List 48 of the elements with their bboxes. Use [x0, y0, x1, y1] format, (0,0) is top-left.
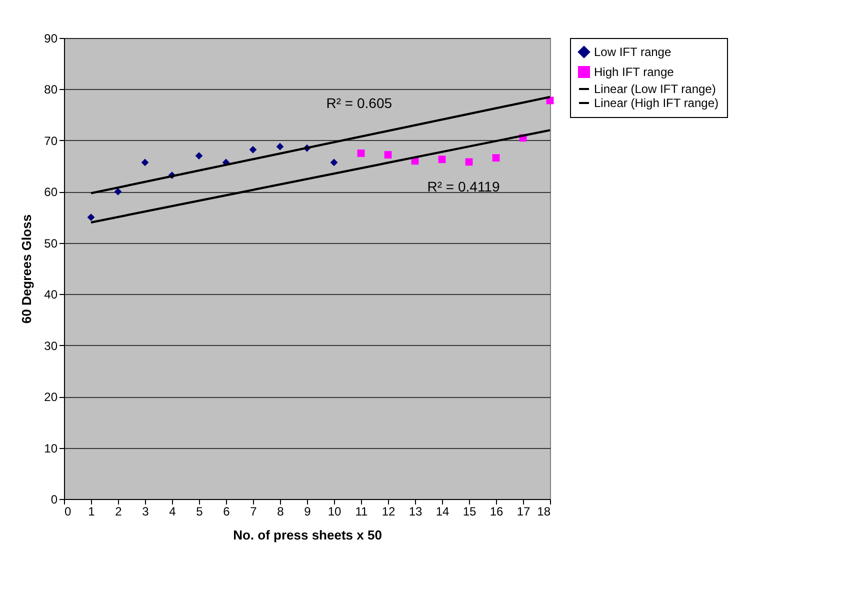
x-tick-label: 17	[516, 504, 530, 518]
point	[114, 188, 122, 196]
x-tick-label: 3	[142, 504, 150, 518]
x-tick-label: 16	[490, 504, 504, 518]
legend-label: Low IFT range	[594, 45, 672, 59]
point	[249, 146, 257, 154]
y-tick-label: 70	[44, 134, 58, 148]
annotation: R² = 0.4119	[427, 178, 500, 194]
legend-label: Linear (Low IFT range)	[594, 82, 716, 96]
legend-label: Linear (High IFT range)	[594, 96, 719, 110]
x-tick-label: 8	[277, 504, 284, 518]
point	[276, 142, 284, 150]
x-tick-label: 10	[328, 504, 342, 518]
point	[438, 156, 446, 164]
x-tick-label: 9	[304, 504, 312, 518]
y-tick-label: 30	[44, 338, 58, 353]
x-tick-label: 14	[436, 504, 450, 518]
x-axis-title: No. of press sheets x 50	[233, 528, 382, 542]
y-tick-label: 20	[44, 390, 58, 404]
annotation: R² = 0.605	[326, 95, 392, 112]
x-tick-label: 1	[88, 504, 96, 518]
point	[492, 154, 500, 162]
x-tick-label: 12	[382, 504, 396, 518]
x-tick-label: 5	[196, 504, 204, 518]
y-tick-label: 10	[44, 441, 58, 456]
y-tick-label: 0	[50, 492, 58, 506]
x-tick-label: 13	[408, 504, 422, 518]
point	[357, 150, 365, 157]
y-axis-title: 60 Degrees Gloss	[19, 214, 34, 324]
x-tick-label: 2	[115, 504, 122, 518]
x-tick-label: 7	[250, 504, 258, 518]
x-tick-label: 18	[537, 504, 551, 518]
point	[330, 158, 338, 166]
y-tick-label: 80	[44, 82, 58, 97]
y-tick-label: 90	[44, 32, 58, 46]
point	[195, 152, 203, 160]
x-tick-label: 15	[462, 504, 476, 518]
x-tick-label: 6	[223, 504, 230, 518]
point	[465, 158, 473, 166]
x-tick-label: 4	[169, 504, 176, 518]
legend-label: High IFT range	[594, 65, 674, 79]
x-tick-label: 11	[355, 504, 368, 518]
y-tick-label: 40	[44, 288, 58, 302]
point	[384, 151, 392, 158]
y-tick-label: 60	[44, 185, 58, 200]
y-tick-label: 50	[44, 236, 58, 250]
point	[141, 158, 149, 166]
x-tick-label: 0	[64, 504, 72, 518]
